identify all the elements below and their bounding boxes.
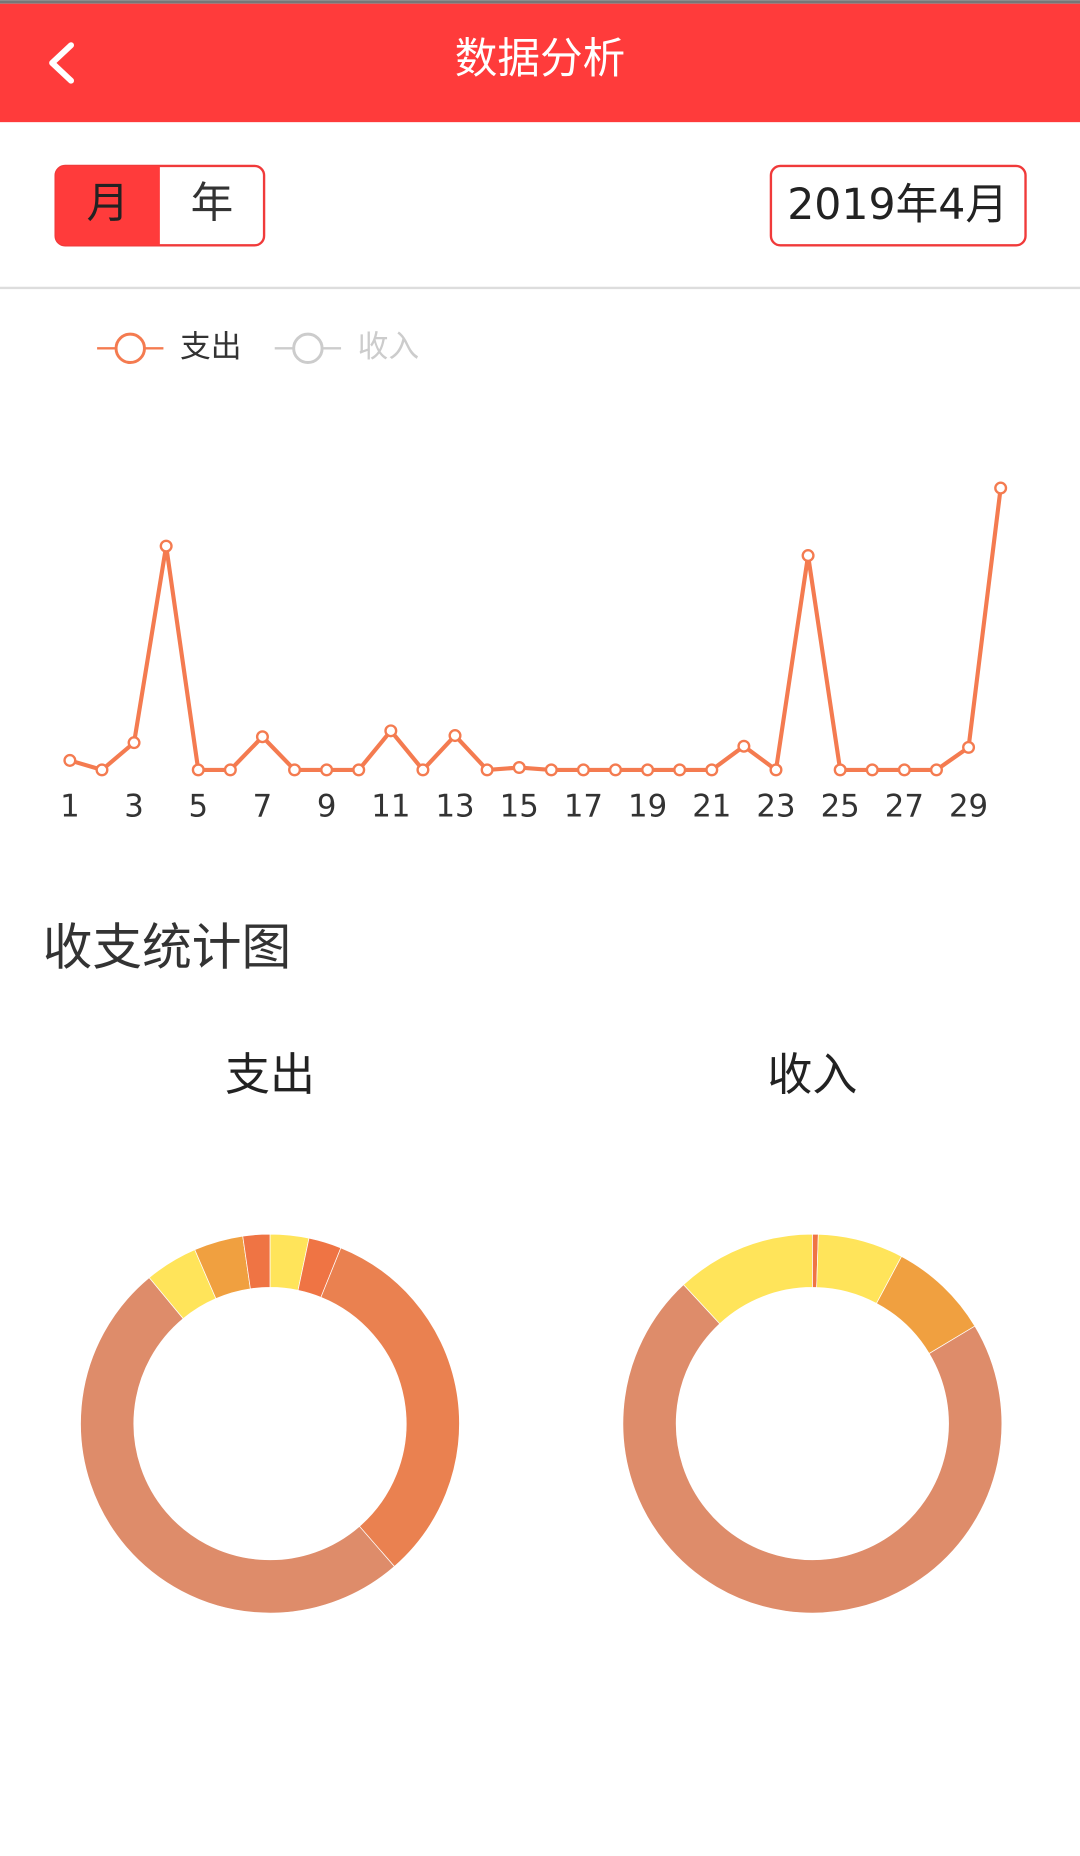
legend-label: 支出 bbox=[180, 329, 242, 365]
data-point bbox=[769, 763, 783, 777]
pie-slice bbox=[80, 1277, 395, 1614]
series-line bbox=[69, 487, 1003, 772]
x-tick-label: 7 bbox=[253, 788, 273, 824]
x-tick-label: 15 bbox=[500, 788, 539, 824]
data-point bbox=[480, 763, 494, 777]
back-button[interactable] bbox=[49, 42, 75, 84]
data-point bbox=[929, 763, 943, 777]
data-point bbox=[865, 763, 879, 777]
x-tick-label: 17 bbox=[564, 788, 603, 824]
data-point bbox=[833, 763, 847, 777]
data-point bbox=[962, 740, 976, 754]
x-tick-label: 27 bbox=[885, 788, 924, 824]
date-picker[interactable] bbox=[769, 164, 1027, 247]
x-tick-label: 21 bbox=[692, 788, 731, 824]
section-title: 收支统计图 bbox=[43, 919, 292, 977]
data-point bbox=[191, 763, 205, 777]
x-tick-label: 9 bbox=[317, 788, 337, 824]
data-point bbox=[159, 539, 173, 553]
x-tick-label: 3 bbox=[124, 788, 144, 824]
legend-marker bbox=[292, 332, 324, 365]
data-point bbox=[705, 763, 719, 777]
legend-label: 收入 bbox=[358, 329, 420, 365]
pie-slice bbox=[242, 1233, 271, 1290]
data-point bbox=[63, 753, 77, 767]
date-label[interactable]: 2019年4月 bbox=[787, 180, 1008, 230]
toggle-month[interactable]: 月 bbox=[86, 179, 129, 229]
x-tick-label: 19 bbox=[628, 788, 667, 824]
pie-title: 收入 bbox=[767, 1048, 857, 1101]
pie-slice bbox=[320, 1247, 460, 1568]
data-point bbox=[95, 763, 109, 777]
page-title: 数据分析 bbox=[455, 34, 626, 84]
x-tick-label: 1 bbox=[60, 788, 80, 824]
data-point bbox=[737, 739, 751, 753]
pie-slice bbox=[683, 1233, 813, 1325]
app-bar bbox=[0, 3, 1080, 123]
data-point bbox=[512, 761, 526, 775]
data-point bbox=[801, 549, 815, 563]
data-point bbox=[352, 763, 366, 777]
x-tick-label: 13 bbox=[435, 788, 474, 824]
legend-marker bbox=[114, 332, 146, 365]
data-point bbox=[288, 763, 302, 777]
x-tick-label: 5 bbox=[188, 788, 208, 824]
data-point bbox=[255, 730, 269, 744]
toggle-year[interactable]: 年 bbox=[191, 179, 234, 229]
x-tick-label: 11 bbox=[371, 788, 410, 824]
data-point bbox=[608, 763, 623, 777]
data-point bbox=[223, 763, 237, 777]
x-tick-label: 29 bbox=[949, 788, 988, 824]
data-point bbox=[544, 763, 558, 777]
divider bbox=[0, 286, 1080, 290]
data-point bbox=[897, 763, 911, 777]
data-point bbox=[127, 736, 141, 750]
data-point bbox=[416, 763, 430, 777]
status-strip bbox=[0, 0, 1080, 4]
data-point bbox=[994, 481, 1008, 495]
data-point bbox=[576, 763, 590, 777]
pie-title: 支出 bbox=[225, 1048, 315, 1101]
data-point bbox=[673, 763, 687, 777]
x-tick-label: 25 bbox=[821, 788, 860, 824]
pie-slice bbox=[622, 1284, 1003, 1614]
x-tick-label: 23 bbox=[756, 788, 795, 824]
data-point bbox=[384, 724, 398, 738]
toggle-selected[interactable] bbox=[55, 165, 160, 246]
data-point bbox=[320, 763, 334, 777]
data-point bbox=[641, 763, 655, 777]
data-point bbox=[448, 729, 462, 743]
